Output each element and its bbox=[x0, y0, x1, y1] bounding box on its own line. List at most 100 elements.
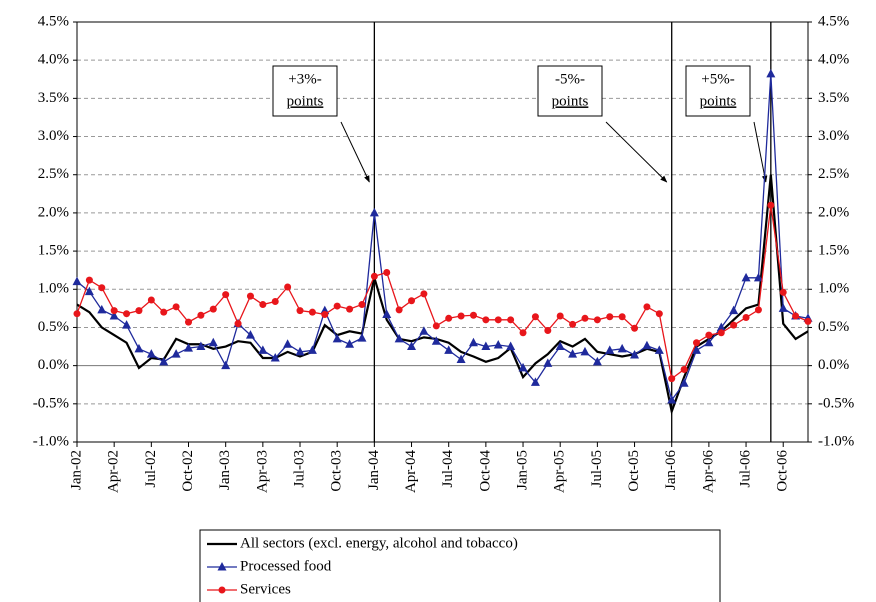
y2-tick-label: 4.5% bbox=[818, 13, 849, 29]
data-point bbox=[654, 345, 664, 354]
data-point bbox=[605, 345, 615, 354]
data-point bbox=[208, 337, 218, 347]
data-point bbox=[592, 356, 602, 366]
y-tick-label: 2.0% bbox=[38, 204, 69, 220]
series-line bbox=[76, 174, 809, 416]
data-point bbox=[606, 313, 614, 321]
data-point bbox=[432, 322, 440, 330]
data-point bbox=[197, 311, 205, 319]
data-point bbox=[753, 272, 763, 282]
annotation-arrow bbox=[340, 121, 370, 183]
data-point bbox=[234, 320, 242, 328]
data-point bbox=[321, 310, 329, 318]
data-point bbox=[494, 316, 502, 324]
data-point bbox=[742, 314, 750, 322]
data-point bbox=[691, 345, 701, 354]
x-tick-label: Jan-05 bbox=[514, 450, 530, 490]
annotation-box bbox=[685, 65, 751, 117]
y2-tick-label: -1.0% bbox=[818, 433, 854, 449]
y-tick-label: 3.0% bbox=[38, 128, 69, 144]
data-point bbox=[680, 365, 688, 373]
data-point bbox=[296, 307, 304, 315]
x-tick-label: Jan-03 bbox=[217, 450, 233, 490]
annotation-text: points bbox=[287, 93, 324, 109]
data-point bbox=[730, 321, 738, 329]
data-point bbox=[667, 395, 677, 404]
data-point bbox=[568, 349, 578, 358]
y-tick-label: -1.0% bbox=[33, 433, 69, 449]
y-tick-label: 4.0% bbox=[38, 52, 69, 68]
data-point bbox=[122, 320, 132, 329]
data-point bbox=[456, 354, 466, 364]
data-point bbox=[358, 301, 366, 309]
x-tick-label: Oct-05 bbox=[626, 450, 642, 492]
data-point bbox=[258, 345, 268, 354]
data-point bbox=[307, 345, 317, 354]
data-point bbox=[481, 341, 491, 351]
data-point bbox=[332, 333, 342, 343]
data-point bbox=[270, 353, 280, 362]
legend-box bbox=[199, 529, 721, 602]
x-tick-label: Apr-03 bbox=[254, 450, 270, 493]
legend-marker bbox=[218, 586, 226, 594]
data-point bbox=[308, 308, 316, 316]
x-tick-label: Jul-03 bbox=[291, 450, 307, 488]
y2-tick-label: 1.0% bbox=[818, 281, 849, 297]
y2-tick-label: 3.5% bbox=[818, 90, 849, 106]
data-point bbox=[531, 313, 539, 321]
data-point bbox=[171, 349, 181, 358]
data-point bbox=[716, 322, 726, 331]
data-point bbox=[668, 375, 676, 383]
legend-marker bbox=[217, 562, 227, 571]
data-point bbox=[196, 341, 206, 351]
x-tick-label: Jul-06 bbox=[737, 450, 753, 488]
data-point bbox=[445, 314, 453, 322]
data-point bbox=[493, 340, 503, 349]
y2-tick-label: 3.0% bbox=[818, 128, 849, 144]
data-point bbox=[655, 310, 663, 318]
annotation-arrow bbox=[605, 121, 668, 183]
data-point bbox=[717, 329, 725, 337]
data-point bbox=[146, 349, 156, 358]
annotation-text: points bbox=[552, 93, 589, 109]
y-tick-label: 4.5% bbox=[38, 13, 69, 29]
y-tick-label: 0.0% bbox=[38, 357, 69, 373]
data-point bbox=[530, 377, 540, 386]
data-point bbox=[73, 310, 81, 318]
x-tick-label: Jan-04 bbox=[366, 450, 382, 490]
annotation-arrow bbox=[753, 121, 768, 183]
data-point bbox=[135, 307, 143, 315]
data-point bbox=[245, 330, 255, 339]
y-tick-label: 1.5% bbox=[38, 243, 69, 259]
data-point bbox=[618, 313, 626, 321]
data-point bbox=[134, 343, 144, 353]
y2-tick-label: 2.5% bbox=[818, 166, 849, 182]
data-point bbox=[444, 345, 454, 354]
data-point bbox=[469, 311, 477, 319]
y-tick-label: 2.5% bbox=[38, 166, 69, 182]
annotation-box bbox=[272, 65, 338, 117]
data-point bbox=[345, 339, 355, 348]
data-point bbox=[383, 268, 391, 276]
data-point bbox=[147, 296, 155, 304]
data-point bbox=[569, 320, 577, 328]
data-point bbox=[98, 284, 106, 292]
data-point bbox=[246, 292, 254, 300]
data-point bbox=[97, 304, 107, 314]
data-point bbox=[172, 303, 180, 311]
data-point bbox=[506, 341, 516, 351]
legend-label: All sectors (excl. energy, alcohol and t… bbox=[240, 535, 518, 551]
data-point bbox=[221, 360, 231, 370]
data-point bbox=[295, 346, 305, 356]
data-point bbox=[333, 302, 341, 310]
y2-tick-label: 4.0% bbox=[818, 52, 849, 68]
data-point bbox=[209, 305, 217, 313]
data-point bbox=[222, 291, 230, 299]
data-point bbox=[357, 333, 367, 342]
data-point bbox=[741, 272, 751, 282]
data-point bbox=[159, 356, 169, 366]
data-point bbox=[259, 301, 267, 309]
data-point bbox=[544, 327, 552, 335]
x-tick-label: Oct-06 bbox=[775, 450, 791, 492]
x-tick-label: Apr-06 bbox=[700, 450, 716, 494]
